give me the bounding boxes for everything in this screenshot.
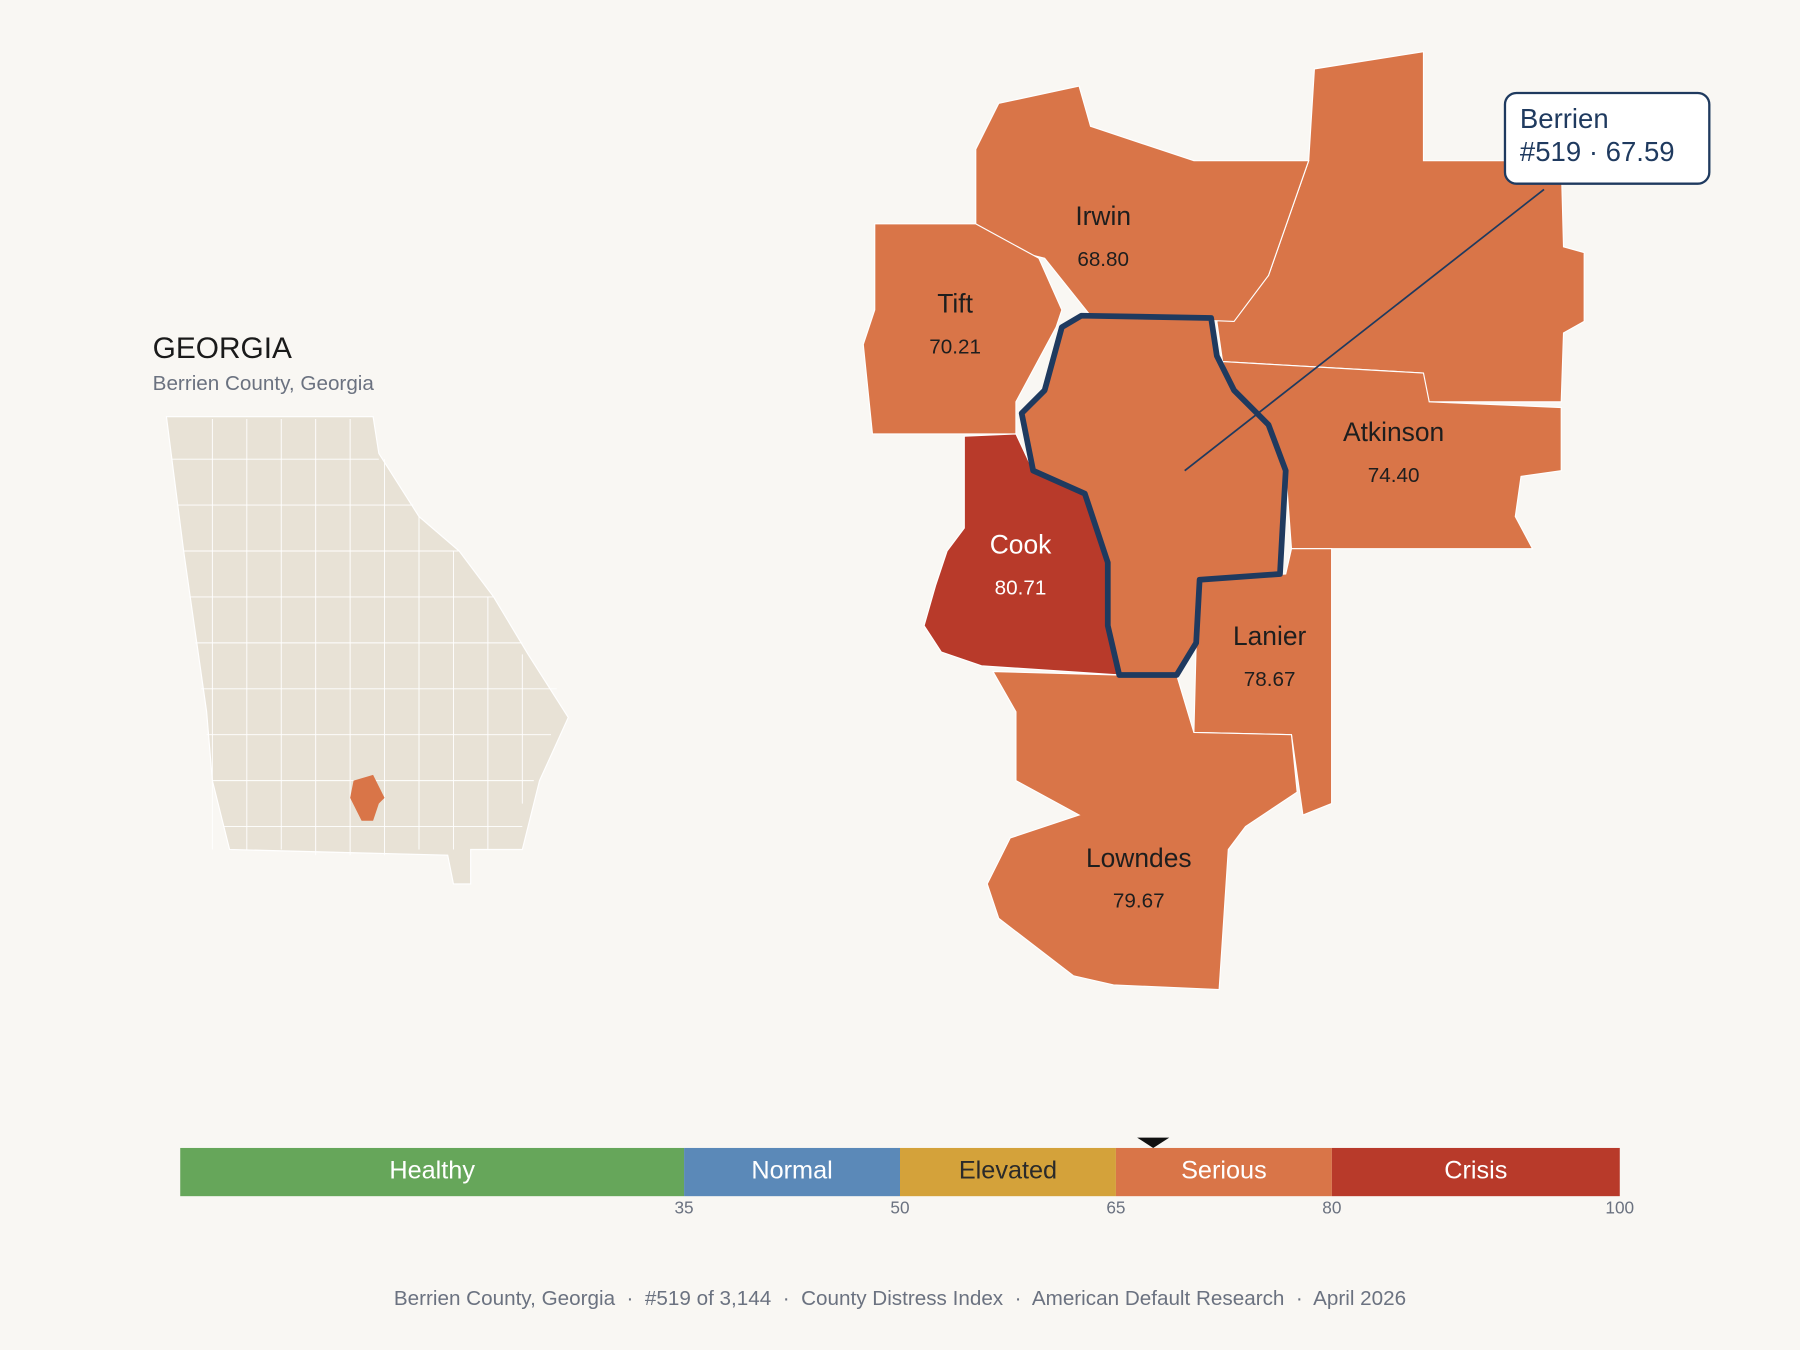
scale-tick-label: 50 bbox=[890, 1197, 909, 1217]
county-shape bbox=[1193, 548, 1333, 816]
inset-subtitle: Berrien County, Georgia bbox=[153, 372, 375, 395]
footer: Berrien County, Georgia · #519 of 3,144 … bbox=[394, 1287, 1406, 1310]
county-name: Irwin bbox=[1075, 201, 1131, 231]
scale-band-label: Crisis bbox=[1444, 1157, 1507, 1185]
callout-label: #519 · 67.59 bbox=[1520, 136, 1675, 167]
scale-band-label: Healthy bbox=[389, 1157, 475, 1185]
callout-leader bbox=[1184, 188, 1545, 472]
georgia-county-lines bbox=[172, 419, 557, 856]
berrien-shape bbox=[1018, 312, 1289, 678]
county-score: 78.67 bbox=[1244, 668, 1296, 691]
distress-scale: Healthy Normal Elevated Serious Crisis 35 50 65… bbox=[180, 1137, 1634, 1217]
county-name: Cook bbox=[990, 529, 1052, 559]
scale-band bbox=[180, 1147, 685, 1197]
scale-tick-label: 35 bbox=[674, 1197, 693, 1217]
county-shape bbox=[986, 670, 1298, 991]
scale-band-label: Serious bbox=[1181, 1157, 1267, 1185]
county-name: Atkinson bbox=[1343, 417, 1444, 447]
scale-band bbox=[1115, 1147, 1332, 1197]
county-score: 74.40 bbox=[1368, 464, 1420, 487]
inset-title: GEORGIA bbox=[153, 332, 292, 365]
county-labels: Irwin 68.80 Tift 70.21 Atkinson 74.40 Cook 80.7… bbox=[929, 201, 1444, 913]
county-score: 80.71 bbox=[995, 576, 1047, 599]
scale-band-label: Normal bbox=[751, 1157, 832, 1185]
county-name: Lanier bbox=[1233, 621, 1307, 651]
scale-tick-label: 65 bbox=[1106, 1197, 1125, 1217]
scale-marker bbox=[1137, 1137, 1170, 1148]
county-score: 79.67 bbox=[1113, 890, 1165, 913]
scale-tick-label: 80 bbox=[1322, 1197, 1341, 1217]
scale-tick-label: 100 bbox=[1605, 1197, 1634, 1217]
county-name: Lowndes bbox=[1086, 843, 1192, 873]
scale-band bbox=[900, 1147, 1116, 1197]
county-score: 70.21 bbox=[929, 335, 981, 358]
county-name: Tift bbox=[937, 288, 973, 318]
scale-band bbox=[684, 1147, 900, 1197]
callout-box bbox=[1503, 91, 1711, 185]
scale-band bbox=[1331, 1147, 1620, 1197]
inset-berrien bbox=[350, 774, 385, 821]
callout-name: Berrien bbox=[1520, 103, 1609, 134]
county-shape bbox=[862, 223, 1063, 435]
county-score: 68.80 bbox=[1077, 248, 1129, 271]
scale-band-label: Elevated bbox=[959, 1157, 1057, 1185]
